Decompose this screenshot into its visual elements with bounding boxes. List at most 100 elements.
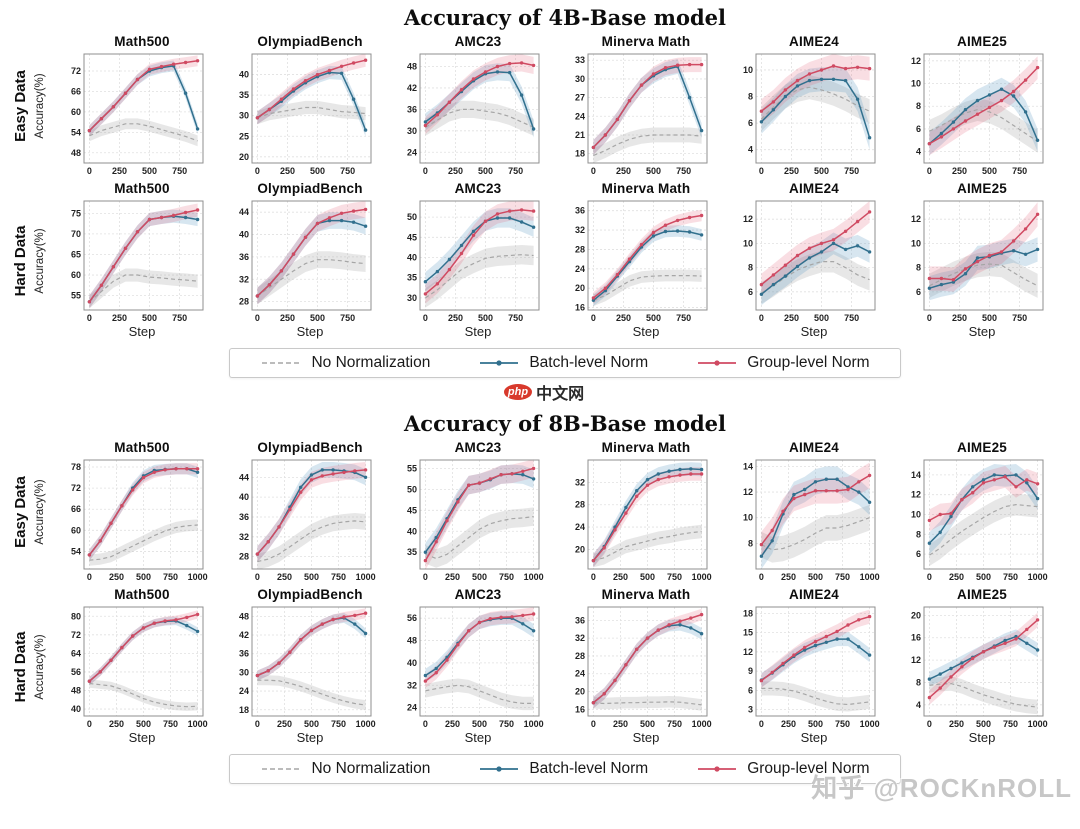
svg-text:6: 6	[748, 685, 753, 695]
plot-row-hard-data: Hard Data Accuracy(%) Math500 55 60 65 70 75 0 25…	[8, 180, 1080, 341]
plot-title-aime25: AIME25	[957, 181, 1007, 196]
svg-text:1000: 1000	[692, 572, 712, 582]
svg-text:1000: 1000	[1028, 572, 1048, 582]
svg-text:3: 3	[748, 705, 753, 715]
plot-title-olympiadbench: OlympiadBench	[257, 34, 363, 49]
svg-text:750: 750	[676, 313, 691, 323]
svg-text:250: 250	[280, 313, 295, 323]
svg-text:1000: 1000	[524, 719, 544, 729]
svg-text:750: 750	[667, 719, 682, 729]
chart-canvas-minerva-math: 16 20 24 28 32 36 0 250 500 750 1000	[575, 606, 712, 729]
chart-canvas-olympiadbench: 28 32 36 40 44 0 250 500 750 1000	[239, 459, 376, 582]
x-axis-label-step: Step	[296, 324, 324, 339]
watermark-zhihu: 知乎 @ROCKnROLL	[811, 773, 1072, 803]
legend-marker-none-icon	[262, 362, 301, 364]
subplot-aime25-easy-data: AIME25 6 8 10 12 14 0 250 500 750 1000	[890, 439, 1058, 584]
subplot-minerva-math-hard-data: Minerva Math 16 20 24 28 32 36 0 250 500 750 1000 St…	[554, 586, 722, 747]
svg-text:16: 16	[575, 704, 585, 714]
svg-text:0: 0	[255, 313, 260, 323]
svg-text:65: 65	[71, 249, 81, 259]
svg-text:48: 48	[407, 62, 417, 72]
svg-text:32: 32	[407, 680, 417, 690]
svg-text:750: 750	[835, 572, 850, 582]
plot-title-amc23: AMC23	[454, 587, 502, 602]
svg-text:0: 0	[255, 166, 260, 176]
svg-text:40: 40	[407, 253, 417, 263]
plot-title-aime25: AIME25	[957, 440, 1007, 455]
row-gutter: Hard Data Accuracy(%)	[8, 180, 50, 341]
svg-text:6: 6	[748, 287, 753, 297]
legend-box: No Normalization Batch-level Norm Group-le…	[229, 754, 901, 784]
svg-text:1000: 1000	[356, 719, 376, 729]
svg-text:44: 44	[239, 472, 249, 482]
svg-text:500: 500	[136, 719, 151, 729]
svg-text:12: 12	[911, 214, 921, 224]
subplot-aime25-hard-data: AIME25 4 8 12 16 20 0 250 500 750 1000 Step	[890, 586, 1058, 747]
legend-item-none: No Normalization	[260, 760, 430, 778]
svg-text:750: 750	[508, 313, 523, 323]
svg-text:250: 250	[277, 719, 292, 729]
svg-text:32: 32	[575, 477, 585, 487]
svg-text:8: 8	[916, 263, 921, 273]
svg-text:6: 6	[748, 118, 753, 128]
svg-text:20: 20	[575, 544, 585, 554]
legend-label-group: Group-level Norm	[747, 760, 870, 777]
svg-text:8: 8	[748, 263, 753, 273]
svg-text:750: 750	[331, 719, 346, 729]
svg-text:250: 250	[784, 166, 799, 176]
plots-grid-8b: Easy Data Accuracy(%) Math500 54 60 66 72 78 0 25…	[8, 439, 1080, 747]
plot-row-easy-data: Easy Data Accuracy(%) Math500 48 54 60 66 72 0 25…	[8, 33, 1080, 178]
y-axis-label: Accuracy(%)	[34, 633, 46, 700]
svg-text:10: 10	[743, 513, 753, 523]
svg-text:750: 750	[340, 166, 355, 176]
plot-title-minerva-math: Minerva Math	[601, 587, 691, 602]
svg-text:250: 250	[949, 719, 964, 729]
svg-text:36: 36	[407, 104, 417, 114]
svg-text:6: 6	[916, 549, 921, 559]
svg-text:250: 250	[280, 166, 295, 176]
svg-text:0: 0	[759, 313, 764, 323]
svg-text:60: 60	[71, 270, 81, 280]
chart-canvas-aime25: 4 6 8 10 12 0 250 500 750	[911, 53, 1044, 176]
svg-text:35: 35	[407, 547, 417, 557]
svg-text:750: 750	[1003, 719, 1018, 729]
svg-text:0: 0	[591, 572, 596, 582]
svg-text:0: 0	[87, 719, 92, 729]
subplot-olympiadbench-easy-data: OlympiadBench 20 25 30 35 40 0 250 500 750	[218, 33, 386, 178]
subplot-minerva-math-easy-data: Minerva Math 20 24 28 32 0 250 500 750 1000	[554, 439, 722, 584]
svg-text:50: 50	[407, 212, 417, 222]
svg-text:500: 500	[646, 313, 661, 323]
svg-text:1000: 1000	[860, 719, 880, 729]
x-axis-label-step: Step	[296, 730, 324, 745]
svg-text:16: 16	[911, 633, 921, 643]
svg-text:750: 750	[844, 313, 859, 323]
svg-text:12: 12	[911, 490, 921, 500]
chart-canvas-amc23: 24 30 36 42 48 0 250 500 750	[407, 53, 540, 176]
svg-text:33: 33	[575, 55, 585, 65]
svg-text:12: 12	[743, 647, 753, 657]
svg-text:30: 30	[407, 126, 417, 136]
legend-item-batch: Batch-level Norm	[478, 354, 648, 372]
chart-canvas-aime25: 4 8 12 16 20 0 250 500 750 1000	[911, 606, 1048, 729]
svg-text:250: 250	[613, 719, 628, 729]
chart-canvas-minerva-math: 20 24 28 32 0 250 500 750 1000	[575, 459, 712, 582]
svg-text:0: 0	[423, 572, 428, 582]
svg-text:500: 500	[304, 719, 319, 729]
x-axis-label-step: Step	[632, 730, 660, 745]
svg-text:66: 66	[71, 86, 81, 96]
svg-text:20: 20	[575, 283, 585, 293]
svg-text:250: 250	[949, 572, 964, 582]
svg-text:250: 250	[109, 572, 124, 582]
svg-text:56: 56	[407, 613, 417, 623]
svg-text:250: 250	[952, 313, 967, 323]
legend-label-none: No Normalization	[311, 760, 431, 777]
plot-title-olympiadbench: OlympiadBench	[257, 181, 363, 196]
svg-text:0: 0	[423, 313, 428, 323]
svg-text:500: 500	[646, 166, 661, 176]
svg-text:10: 10	[743, 65, 753, 75]
svg-text:750: 750	[172, 313, 187, 323]
svg-text:0: 0	[927, 166, 932, 176]
svg-text:56: 56	[71, 667, 81, 677]
svg-text:750: 750	[163, 719, 178, 729]
svg-text:21: 21	[575, 130, 585, 140]
